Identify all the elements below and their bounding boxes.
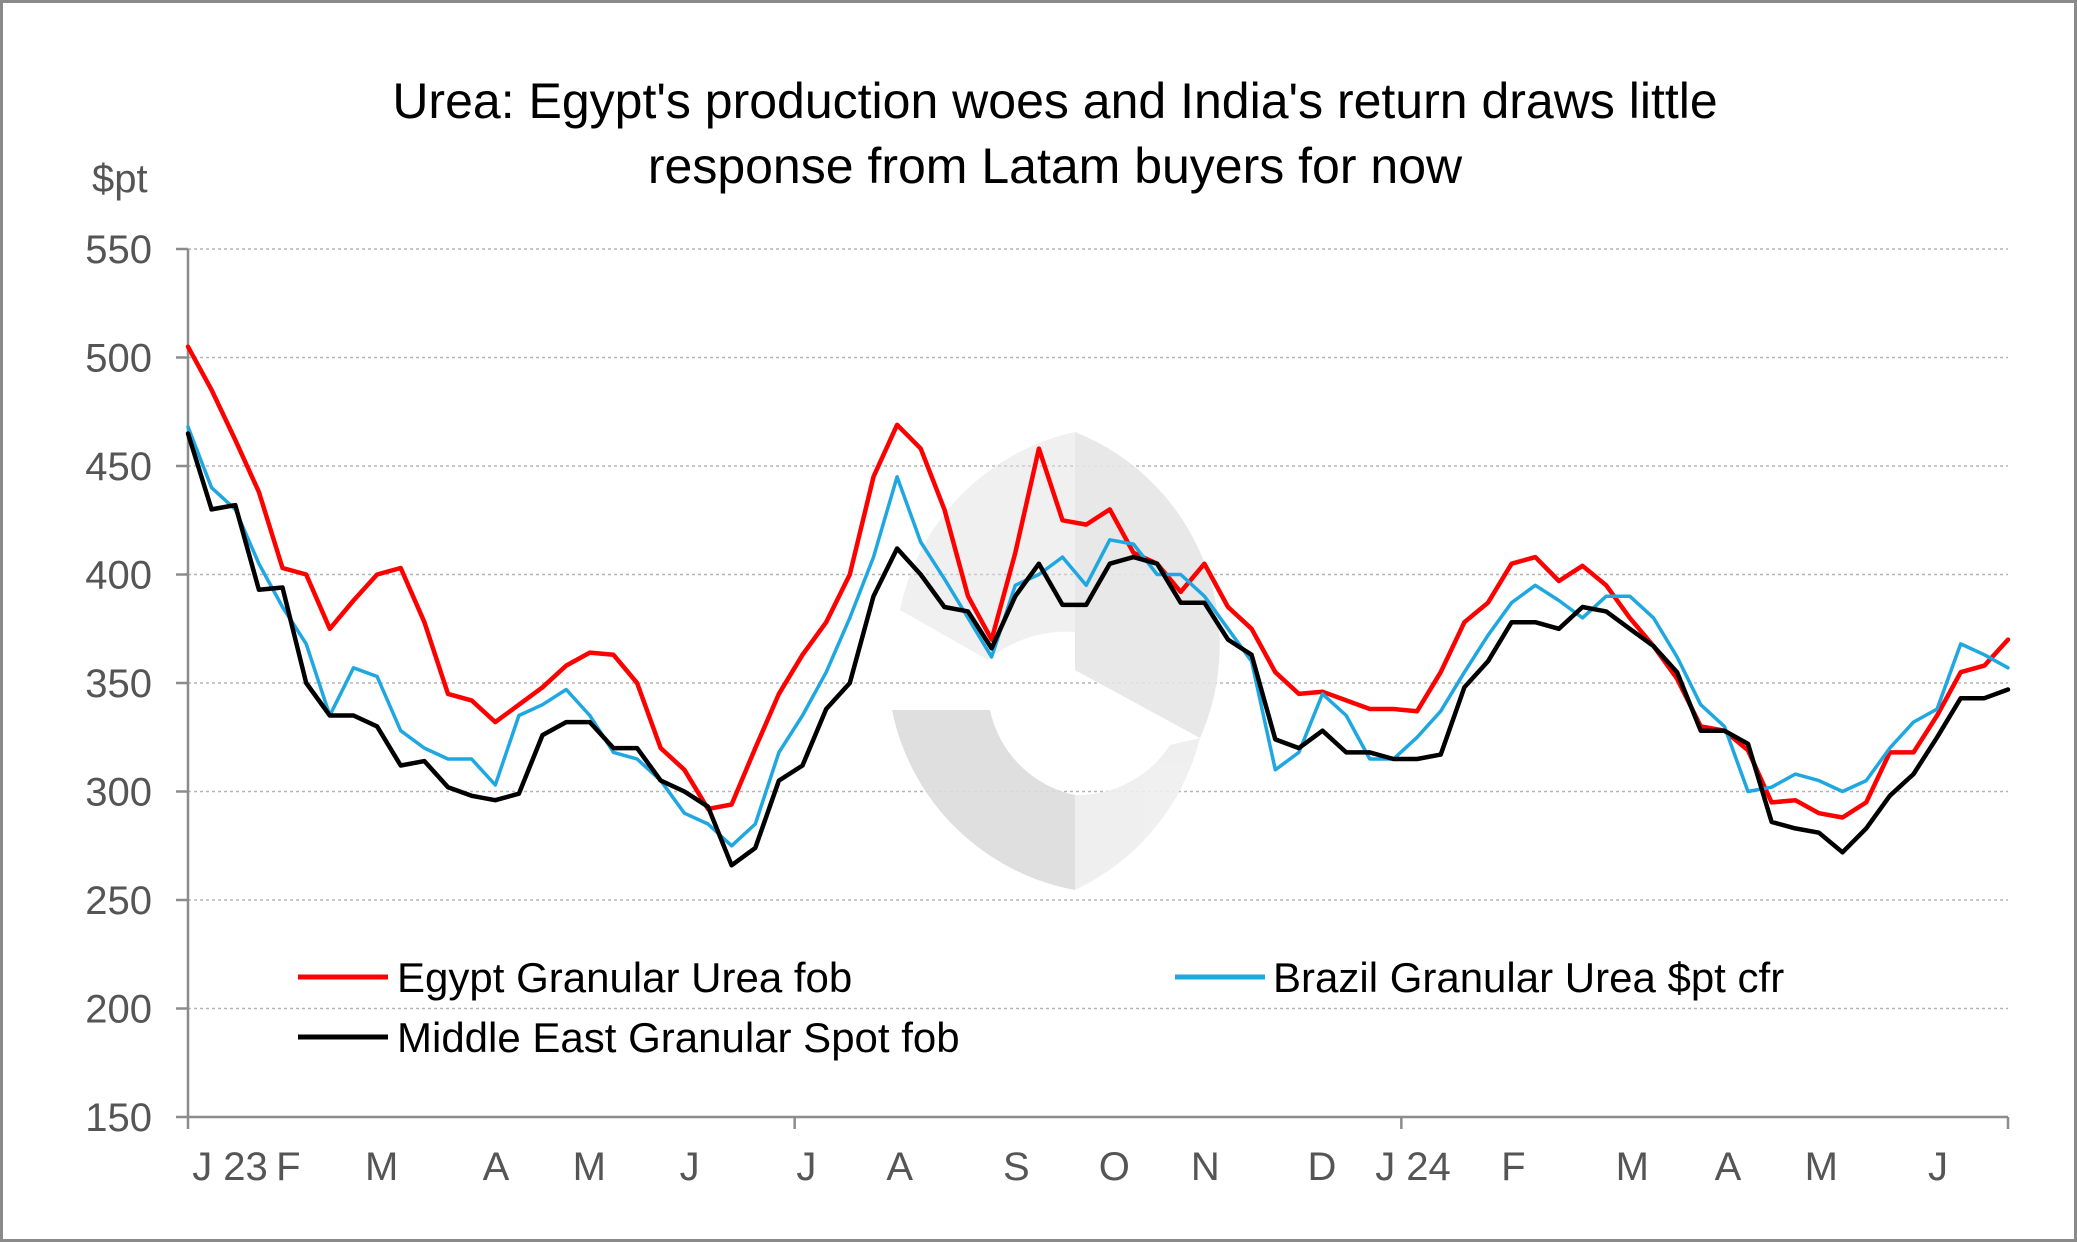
y-tick-label: 550	[85, 228, 152, 272]
x-tick-label: M	[1805, 1145, 1838, 1189]
y-tick-label: 150	[85, 1096, 152, 1140]
x-tick-label: M	[573, 1145, 606, 1189]
x-tick-label: N	[1191, 1145, 1220, 1189]
y-tick-label: 200	[85, 988, 152, 1032]
series-line-middle-east-granular-spot-fob	[185, 431, 2011, 868]
axes	[176, 247, 2010, 1129]
y-tick-label: 300	[85, 771, 152, 815]
x-tick-label: J 24	[1375, 1145, 1451, 1189]
x-tick-label: J	[1928, 1145, 1948, 1189]
x-tick-label: S	[1003, 1145, 1030, 1189]
y-tick-label: 350	[85, 662, 152, 706]
x-tick-label: J	[680, 1145, 700, 1189]
series-lines	[185, 344, 2011, 868]
y-tick-label: 250	[85, 879, 152, 923]
x-tick-label: A	[886, 1145, 913, 1189]
series-line-brazil-granular-urea-pt-cfr	[186, 425, 2010, 848]
x-tick-label: M	[365, 1145, 398, 1189]
y-tick-labels: 550 500 450 400 350 300 250 200 150	[85, 228, 152, 1140]
series-line-egypt-granular-urea-fob	[185, 344, 2011, 820]
x-tick-label: M	[1616, 1145, 1649, 1189]
x-tick-label: J	[796, 1145, 816, 1189]
x-tick-labels: J 23 F M A M J J A S O N D J 24 F M A M J	[192, 1145, 1948, 1189]
x-tick-label: A	[1715, 1145, 1742, 1189]
legend-label-egypt: Egypt Granular Urea fob	[397, 954, 852, 1001]
chart-title-line-2: response from Latam buyers for now	[648, 138, 1463, 194]
x-tick-label: O	[1099, 1145, 1130, 1189]
x-tick-label: F	[276, 1145, 300, 1189]
y-tick-label: 400	[85, 554, 152, 598]
legend-label-brazil: Brazil Granular Urea $pt cfr	[1273, 954, 1784, 1001]
x-tick-label: F	[1501, 1145, 1525, 1189]
x-tick-label: J 23	[192, 1145, 268, 1189]
legend: Egypt Granular Urea fob Brazil Granular …	[298, 954, 1784, 1061]
legend-label-middle-east: Middle East Granular Spot fob	[397, 1014, 960, 1061]
x-tick-label: D	[1308, 1145, 1337, 1189]
x-tick-label: A	[483, 1145, 510, 1189]
y-tick-label: 500	[85, 337, 152, 381]
y-tick-label: 450	[85, 445, 152, 489]
y-axis-unit-label: $pt	[92, 157, 148, 201]
chart-title-line-1: Urea: Egypt's production woes and India'…	[392, 73, 1717, 129]
